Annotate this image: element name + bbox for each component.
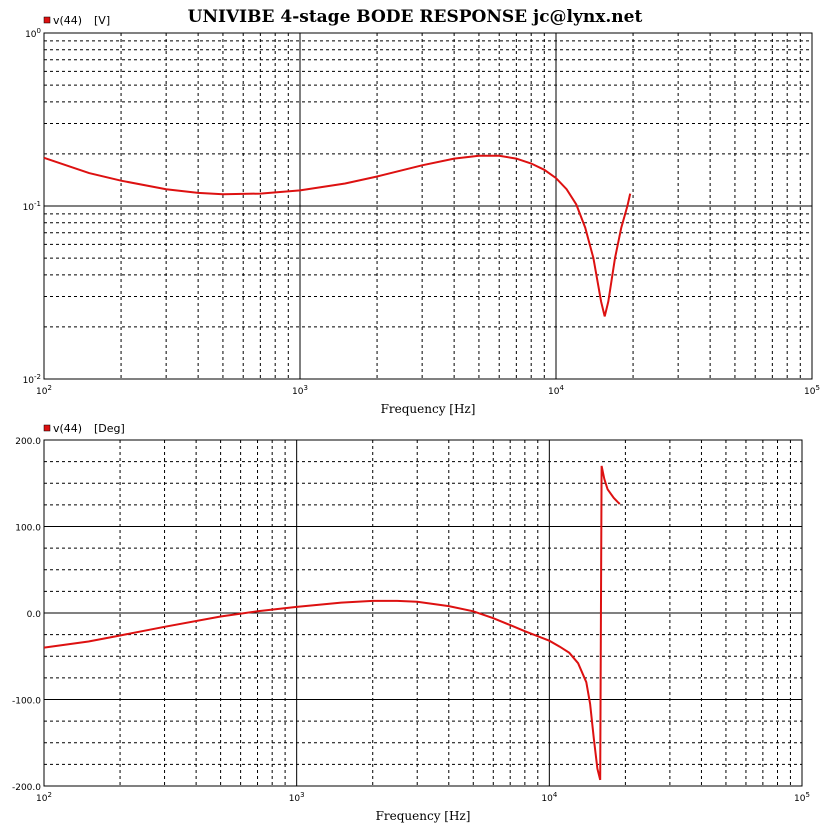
chart0-x-tick-label: 102	[36, 384, 52, 397]
chart-title: UNIVIBE 4-stage BODE RESPONSE jc@lynx.ne…	[188, 7, 643, 27]
chart0-x-tick-base: 10	[292, 387, 304, 397]
chart1-legend-swatch	[43, 424, 51, 432]
chart0-series-line	[43, 154, 632, 317]
chart1-plot-frame	[43, 439, 803, 787]
chart0-y-tick-label: 10-1	[23, 200, 41, 213]
chart1-unit-label: [Deg]	[94, 422, 125, 435]
chart0-y-tick-base: 10	[23, 203, 35, 213]
chart0-unit-label: [V]	[94, 14, 110, 27]
chart0-x-tick-label: 104	[548, 384, 564, 397]
chart0-y-tick-exponent: 0	[37, 27, 41, 35]
chart0-x-tick-label: 103	[292, 384, 308, 397]
chart1-x-tick-exponent: 2	[47, 791, 51, 799]
chart0-y-tick-base: 10	[23, 376, 35, 386]
chart0-x-tick-base: 10	[804, 387, 816, 397]
chart0-x-tick-exponent: 5	[815, 384, 819, 392]
chart0-legend-swatch	[43, 16, 51, 24]
chart1-x-tick-exponent: 4	[553, 791, 558, 799]
chart0-x-tick-label: 105	[804, 384, 820, 397]
chart1-series-line	[43, 465, 621, 781]
chart1-x-tick-base: 10	[36, 794, 48, 804]
chart1-y-tick-label: 0.0	[27, 610, 42, 620]
chart0-plot-frame	[43, 32, 813, 380]
chart1-y-tick-label: 100.0	[15, 524, 41, 534]
chart1-x-tick-base: 10	[541, 794, 553, 804]
chart0-y-tick-label: 10-2	[23, 373, 41, 386]
chart0-x-tick-exponent: 3	[303, 384, 307, 392]
chart1-y-tick-label: -200.0	[12, 783, 41, 793]
chart0-x-tick-base: 10	[36, 387, 48, 397]
chart1-x-axis-label: Frequency [Hz]	[376, 809, 471, 823]
chart1-x-tick-label: 103	[289, 791, 305, 804]
chart1-y-tick-label: -100.0	[12, 697, 41, 707]
chart1-y-tick-label: 200.0	[15, 437, 41, 447]
chart1-x-tick-base: 10	[289, 794, 301, 804]
chart0-x-tick-exponent: 2	[47, 384, 51, 392]
chart1-x-tick-base: 10	[794, 794, 806, 804]
chart0-y-tick-label: 100	[25, 27, 41, 40]
chart1-x-tick-exponent: 5	[805, 791, 809, 799]
chart0-y-tick-exponent: -1	[34, 200, 41, 208]
chart0-x-tick-exponent: 4	[559, 384, 564, 392]
chart1-x-tick-label: 102	[36, 791, 52, 804]
chart0-y-tick-base: 10	[25, 30, 37, 40]
chart1-x-tick-label: 105	[794, 791, 810, 804]
chart0-x-axis-label: Frequency [Hz]	[381, 402, 476, 416]
chart1-legend-label: v(44)	[53, 422, 82, 435]
chart0-legend-label: v(44)	[53, 14, 82, 27]
chart0-x-tick-base: 10	[548, 387, 560, 397]
chart1-x-tick-label: 104	[541, 791, 557, 804]
chart0-y-tick-exponent: -2	[34, 373, 41, 381]
phase-panel: 102 103 104 105200.0100.00.0-100.0-200.0Fre…	[12, 422, 810, 823]
chart1-x-tick-exponent: 3	[300, 791, 304, 799]
